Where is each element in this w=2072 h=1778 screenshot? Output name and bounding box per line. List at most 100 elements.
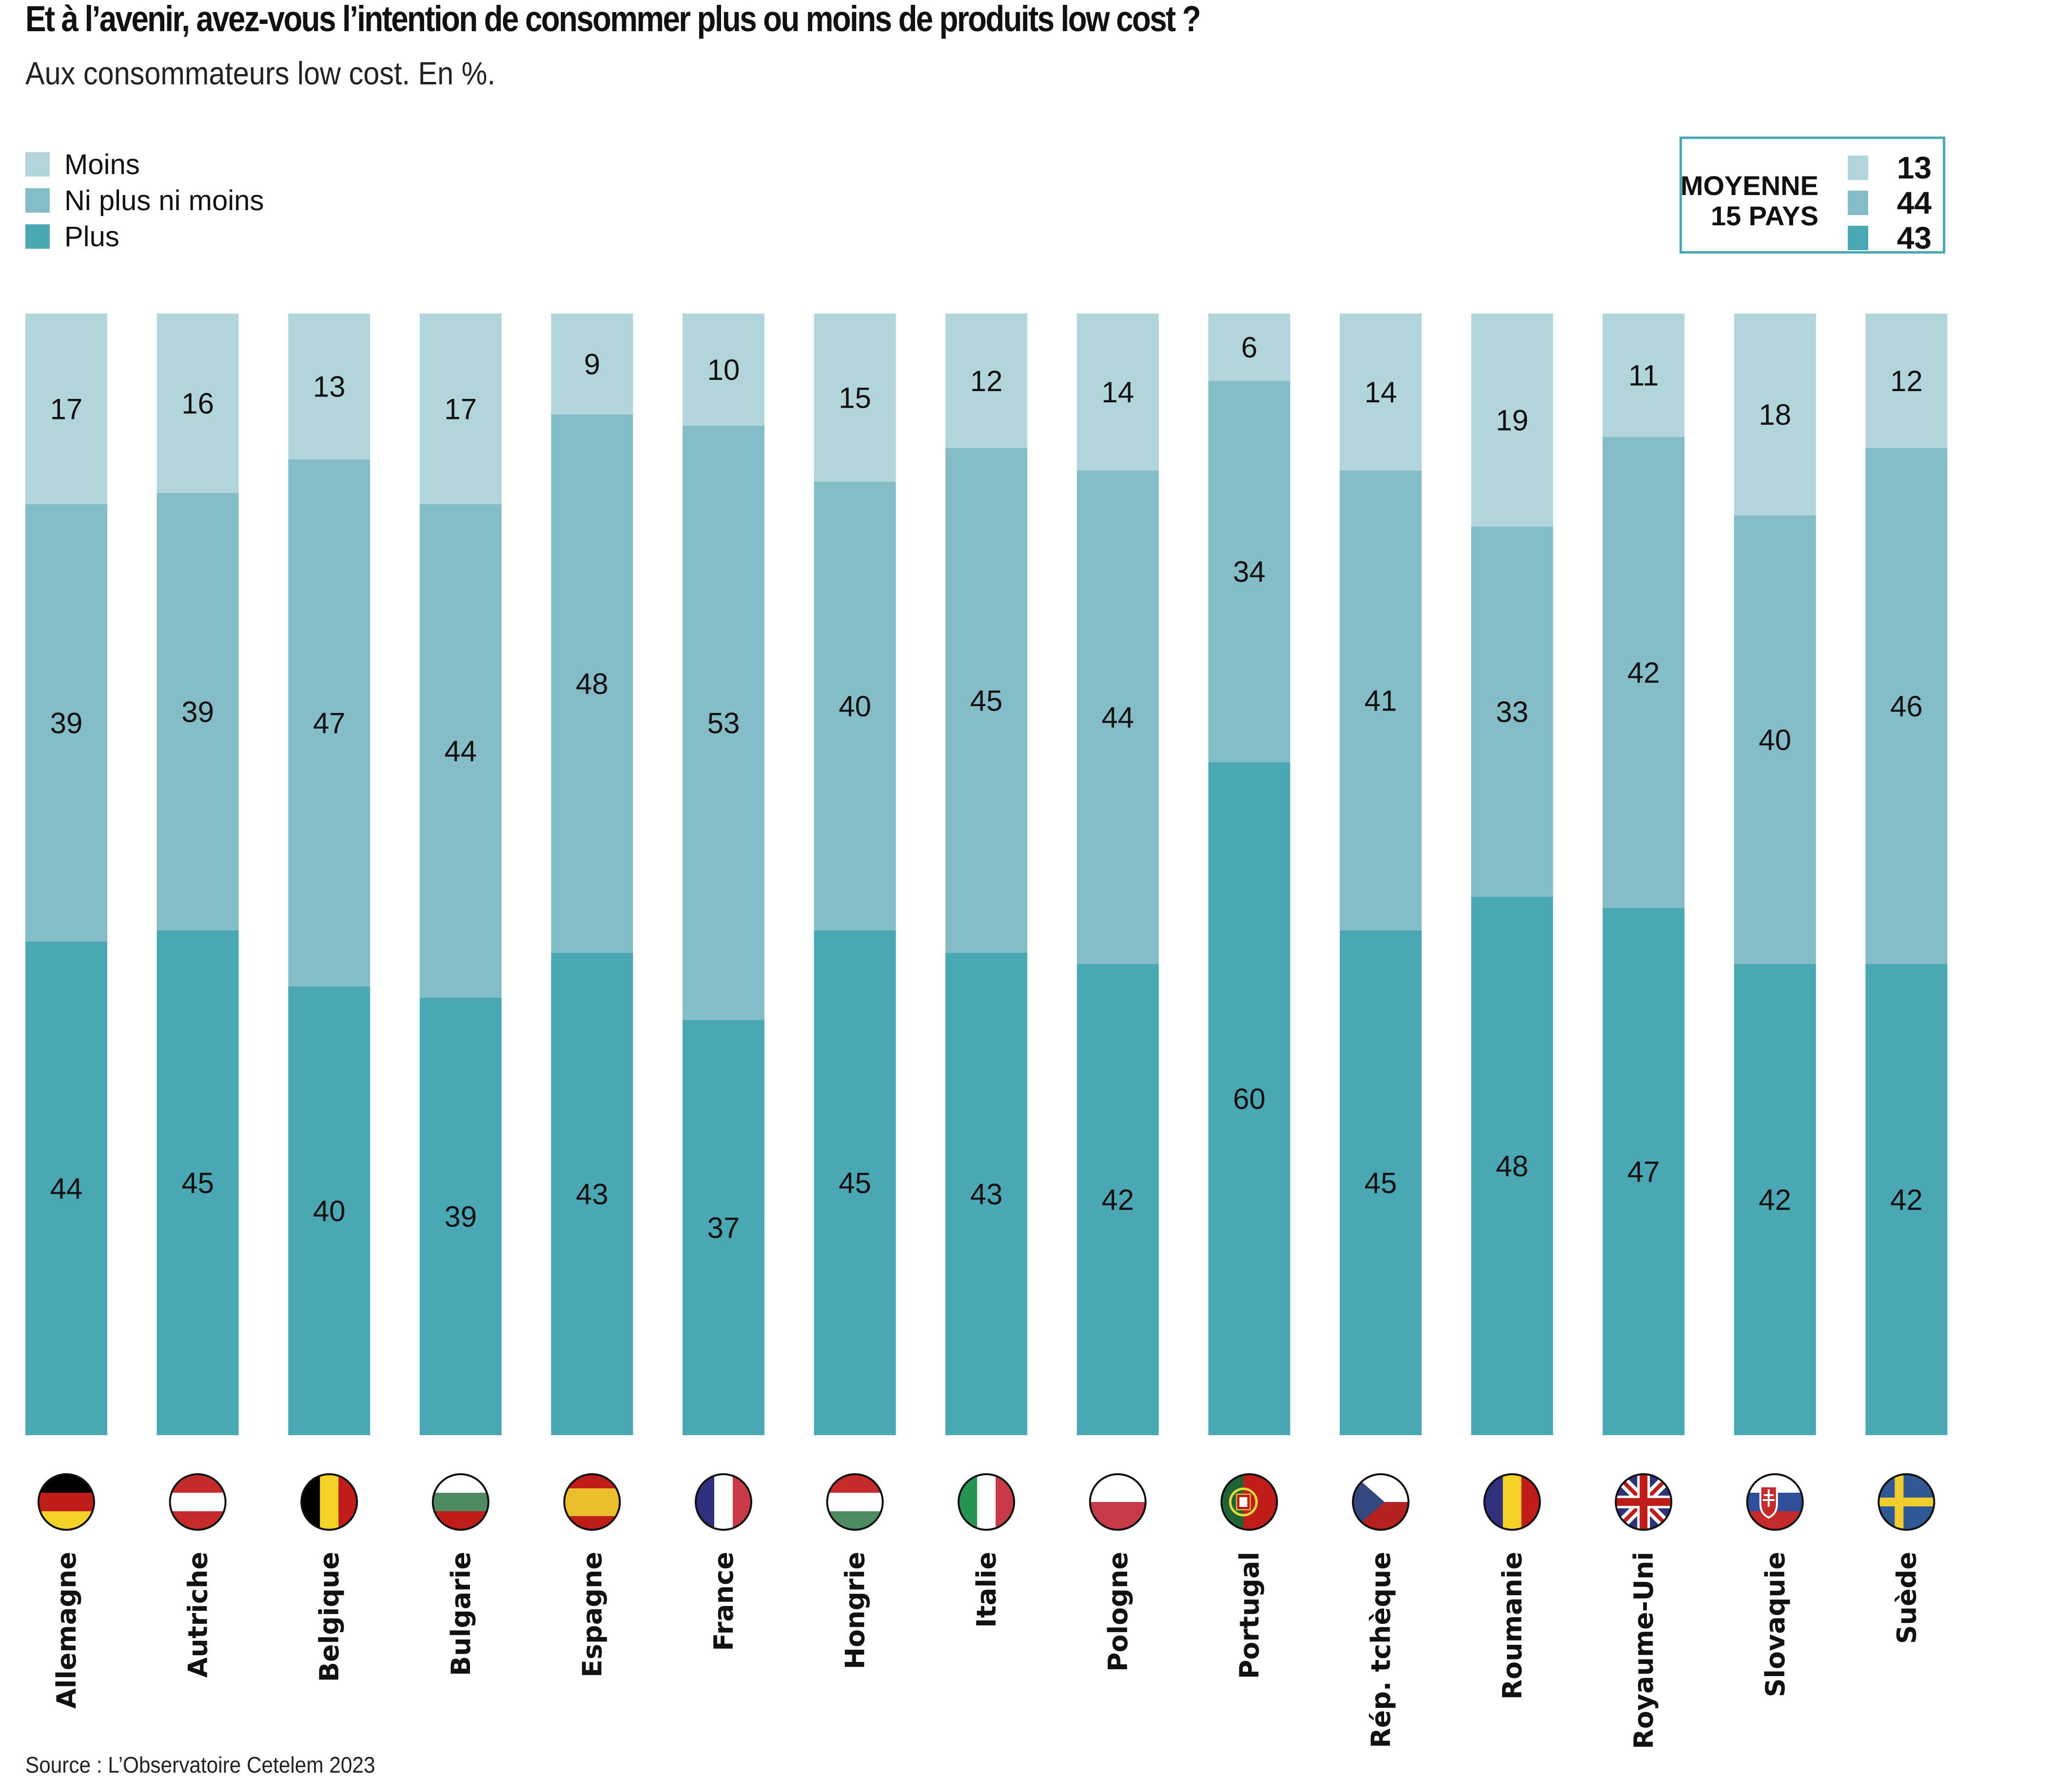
value-label-moins: 16 bbox=[181, 387, 214, 420]
bar-group-autriche: 45 39 16 bbox=[156, 314, 239, 1435]
average-value-plus: 43 bbox=[1896, 220, 1932, 256]
category-label-pologne: Pologne bbox=[1103, 1552, 1134, 1672]
flag-es-icon bbox=[563, 1473, 621, 1531]
value-label-plus: 43 bbox=[576, 1178, 608, 1211]
bar-segment-moins bbox=[1471, 314, 1553, 527]
bar-segment-plus bbox=[288, 987, 371, 1435]
bar-segment-ni-plus-ni-moins bbox=[1208, 381, 1290, 762]
bar-group-espagne: 43 48 9 bbox=[551, 314, 633, 1435]
value-label-ni-plus-ni-moins: 48 bbox=[576, 668, 608, 700]
bar-group-belgique: 40 47 13 bbox=[288, 314, 371, 1435]
bar-segment-moins bbox=[1340, 314, 1422, 471]
value-label-plus: 42 bbox=[1890, 1184, 1923, 1216]
legend-item-plus: Plus bbox=[25, 218, 264, 255]
bar-group-pologne: 42 44 14 bbox=[1076, 314, 1159, 1435]
average-swatch-plus bbox=[1848, 226, 1868, 250]
flag-ro-icon bbox=[1483, 1473, 1541, 1531]
bar-group-allemagne: 44 39 17 bbox=[25, 314, 107, 1435]
flag-se-icon bbox=[1877, 1473, 1935, 1531]
bar-group-royaume-uni: 47 42 11 bbox=[1603, 314, 1685, 1435]
category-label-allemagne: Allemagne bbox=[51, 1552, 82, 1709]
value-label-ni-plus-ni-moins: 41 bbox=[1365, 685, 1397, 717]
value-label-moins: 15 bbox=[839, 382, 871, 415]
value-label-plus: 44 bbox=[50, 1172, 83, 1205]
value-label-plus: 42 bbox=[1759, 1184, 1791, 1216]
category-label-espagne: Espagne bbox=[577, 1552, 607, 1678]
category-labels-layer: Allemagne Autriche Belgique Bulgarie Espagne… bbox=[51, 1552, 1922, 1749]
value-label-plus: 48 bbox=[1496, 1150, 1528, 1183]
flag-hu-icon bbox=[826, 1473, 884, 1531]
value-label-ni-plus-ni-moins: 39 bbox=[50, 707, 83, 740]
legend: Moins Ni plus ni moins Plus bbox=[25, 146, 264, 255]
value-label-moins: 10 bbox=[707, 354, 740, 386]
bar-segment-moins bbox=[683, 314, 764, 426]
value-label-plus: 43 bbox=[970, 1178, 1003, 1211]
value-label-moins: 14 bbox=[1365, 376, 1397, 409]
bar-segment-ni-plus-ni-moins bbox=[1340, 471, 1422, 930]
value-label-moins: 19 bbox=[1496, 404, 1528, 437]
average-title: MOYENNE 15 PAYS bbox=[1681, 171, 1818, 231]
bar-segment-moins bbox=[25, 314, 107, 504]
category-label-roumanie: Roumanie bbox=[1497, 1552, 1528, 1699]
flag-be-icon bbox=[300, 1473, 358, 1531]
average-swatch-ni-plus-ni-moins bbox=[1848, 191, 1868, 215]
value-label-moins: 17 bbox=[444, 393, 477, 426]
average-swatch-moins bbox=[1848, 156, 1868, 180]
value-label-ni-plus-ni-moins: 42 bbox=[1627, 656, 1660, 689]
legend-item-moins: Moins bbox=[25, 146, 264, 182]
bar-segment-moins bbox=[1603, 314, 1685, 437]
bar-group-bulgarie: 39 44 17 bbox=[419, 314, 502, 1435]
value-label-ni-plus-ni-moins: 44 bbox=[1101, 701, 1134, 734]
bar-group-italie: 43 45 12 bbox=[945, 314, 1028, 1435]
value-label-plus: 60 bbox=[1233, 1083, 1266, 1115]
average-box: MOYENNE 15 PAYS 13 44 43 bbox=[1680, 137, 1945, 256]
bar-segment-plus bbox=[1471, 897, 1553, 1435]
bar-segment-ni-plus-ni-moins bbox=[1865, 448, 1948, 964]
legend-label: Moins bbox=[64, 148, 140, 180]
average-value-ni-plus-ni-moins: 44 bbox=[1896, 185, 1932, 220]
category-label-belgique: Belgique bbox=[314, 1552, 345, 1682]
bar-segment-plus bbox=[1340, 930, 1422, 1435]
bar-segment-plus bbox=[156, 930, 239, 1435]
bar-segment-ni-plus-ni-moins bbox=[1734, 515, 1816, 964]
bar-segment-ni-plus-ni-moins bbox=[683, 426, 764, 1020]
average-title-line1: MOYENNE bbox=[1680, 170, 1818, 201]
value-label-ni-plus-ni-moins: 46 bbox=[1890, 690, 1923, 723]
bar-segment-ni-plus-ni-moins bbox=[1603, 437, 1685, 908]
bar-segment-ni-plus-ni-moins bbox=[945, 448, 1028, 953]
bars-layer: 44 39 17 45 39 16 40 47 13 39 44 17 43 48 9 37 53 10 45 40 1… bbox=[25, 314, 1948, 1435]
category-label-hongrie: Hongrie bbox=[840, 1552, 871, 1669]
flag-sk-icon bbox=[1746, 1473, 1804, 1531]
legend-swatch-ni-plus-ni-moins bbox=[25, 188, 50, 213]
legend-item-ni-plus-ni-moins: Ni plus ni moins bbox=[25, 182, 264, 218]
legend-label: Ni plus ni moins bbox=[64, 184, 264, 217]
category-label-autriche: Autriche bbox=[183, 1552, 214, 1678]
bar-group-rep-tcheque: 45 41 14 bbox=[1340, 314, 1422, 1435]
bar-segment-plus bbox=[1076, 964, 1159, 1435]
value-label-moins: 12 bbox=[970, 365, 1003, 397]
category-label-slovaquie: Slovaquie bbox=[1760, 1552, 1791, 1697]
average-row-ni-plus-ni-moins: 44 bbox=[1848, 185, 1932, 221]
bar-group-suede: 42 46 12 bbox=[1865, 314, 1948, 1435]
value-label-plus: 37 bbox=[707, 1212, 740, 1245]
bar-segment-moins bbox=[156, 314, 239, 493]
bar-group-roumanie: 48 33 19 bbox=[1471, 314, 1553, 1435]
source-note: Source : L’Observatoire Cetelem 2023 bbox=[25, 1752, 375, 1778]
bar-segment-moins bbox=[419, 314, 502, 504]
value-label-moins: 9 bbox=[584, 348, 600, 381]
category-label-royaume-uni: Royaume-Uni bbox=[1628, 1552, 1659, 1749]
average-title-line2: 15 PAYS bbox=[1710, 200, 1818, 231]
value-label-ni-plus-ni-moins: 40 bbox=[1759, 724, 1791, 756]
legend-label: Plus bbox=[64, 220, 119, 253]
bar-segment-moins bbox=[1734, 314, 1816, 515]
bar-segment-plus bbox=[551, 953, 633, 1435]
flag-cz-icon bbox=[1352, 1473, 1409, 1531]
category-label-portugal: Portugal bbox=[1234, 1552, 1265, 1679]
flags-layer bbox=[38, 1473, 1935, 1531]
bar-segment-moins bbox=[945, 314, 1028, 448]
bar-segment-ni-plus-ni-moins bbox=[288, 459, 371, 987]
bar-segment-ni-plus-ni-moins bbox=[551, 415, 633, 953]
bar-segment-plus bbox=[419, 998, 502, 1435]
value-label-moins: 11 bbox=[1628, 359, 1659, 392]
bar-segment-plus bbox=[1734, 964, 1816, 1435]
